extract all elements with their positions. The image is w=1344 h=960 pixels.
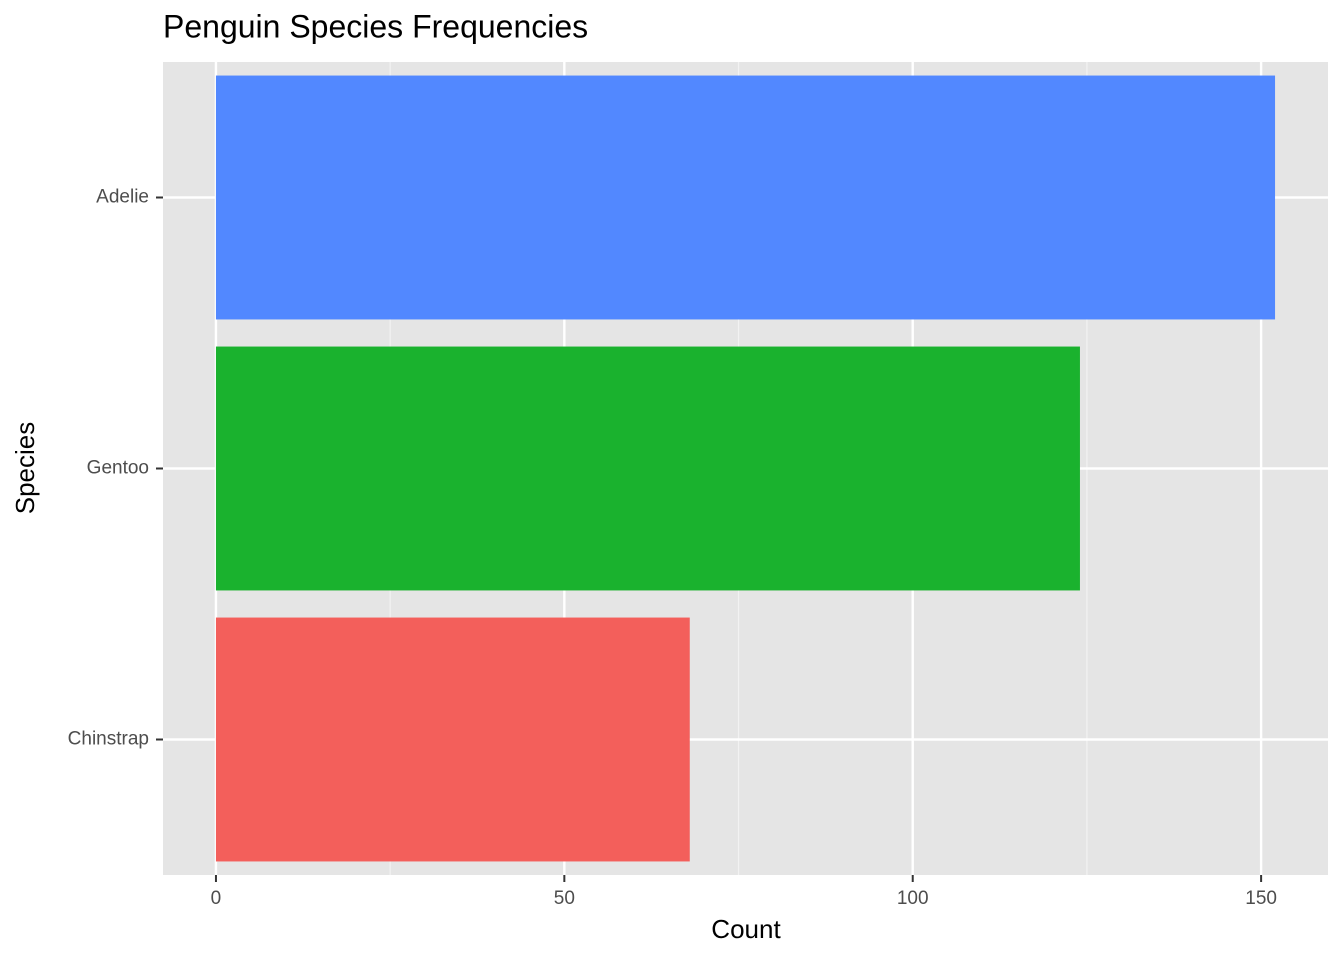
bar <box>215 346 1080 591</box>
chart-title: Penguin Species Frequencies <box>163 8 588 44</box>
x-axis-label: Count <box>711 914 781 944</box>
x-tick-label: 0 <box>211 888 222 909</box>
y-axis-label: Species <box>10 422 40 515</box>
x-tick-label: 100 <box>897 888 929 909</box>
y-tick-label: Adelie <box>96 187 149 208</box>
marks <box>215 75 1276 862</box>
y-tick-label: Chinstrap <box>68 729 149 750</box>
x-tick-label: 50 <box>554 888 575 909</box>
bar <box>215 617 690 862</box>
x-tick-label: 150 <box>1245 888 1277 909</box>
bar <box>215 75 1276 320</box>
y-tick-label: Gentoo <box>87 458 149 479</box>
